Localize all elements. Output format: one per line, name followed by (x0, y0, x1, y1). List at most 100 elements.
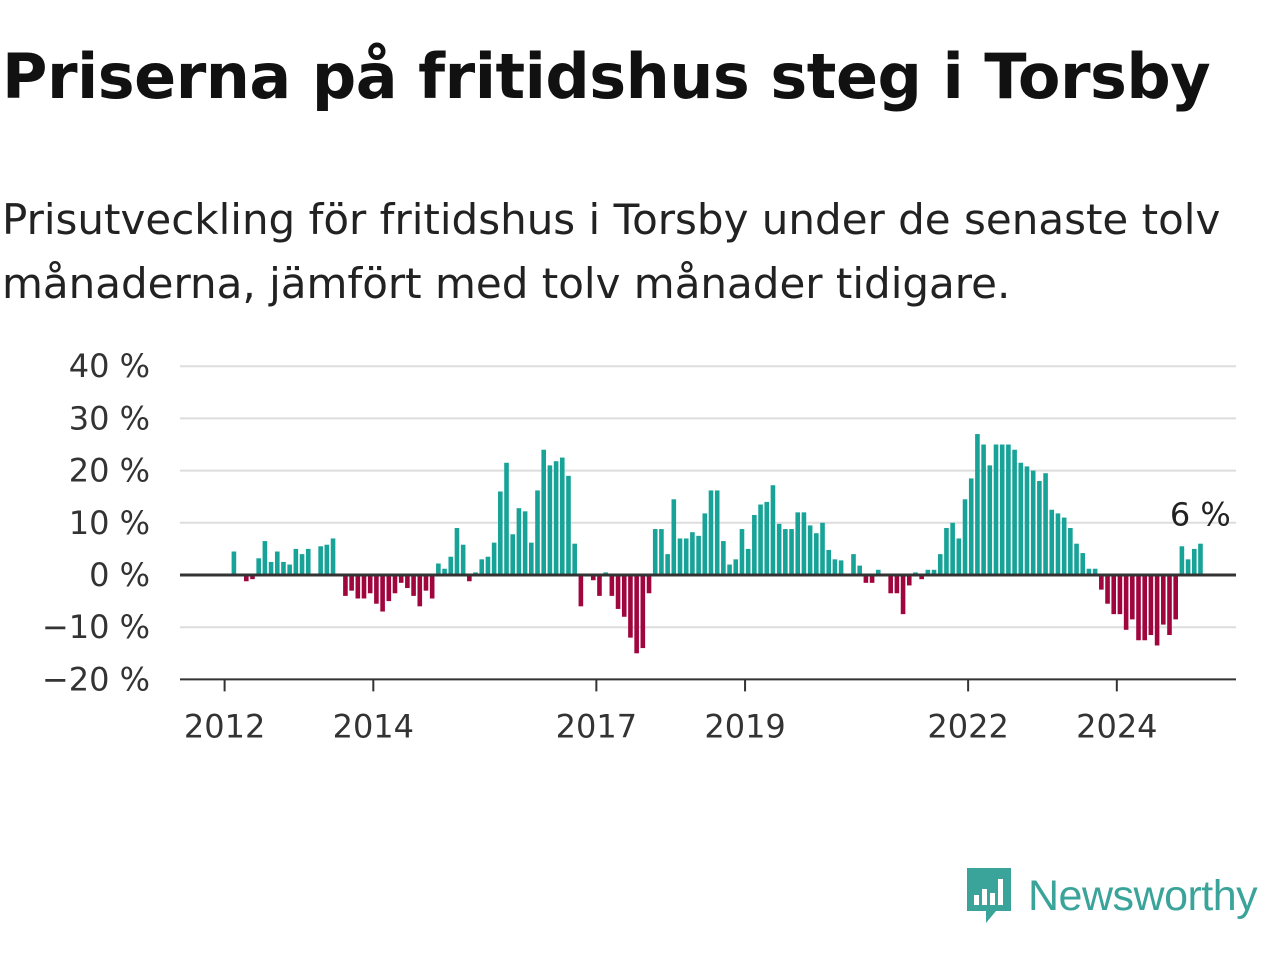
newsworthy-logo-text: Newsworthy (1028, 871, 1258, 920)
bar (343, 575, 348, 596)
bar (1161, 575, 1166, 625)
bar (832, 559, 838, 575)
bar (863, 575, 869, 583)
bar (875, 569, 881, 575)
bar (1086, 568, 1092, 575)
bar (993, 444, 999, 575)
bar (950, 522, 955, 575)
bar (559, 457, 565, 575)
y-tick-label: 0 % (89, 556, 150, 594)
axes (180, 573, 1236, 692)
bar (752, 514, 757, 575)
bar (274, 551, 280, 575)
bar (1130, 575, 1135, 620)
bar (1080, 553, 1086, 575)
bar (801, 512, 807, 575)
bar (906, 575, 912, 586)
bar (324, 544, 330, 575)
y-tick-label: 30 % (69, 399, 150, 437)
bar (1024, 466, 1030, 575)
y-tick-label: −10 % (42, 608, 150, 646)
newsworthy-logo-icon (967, 868, 1011, 923)
bar (937, 554, 943, 575)
bar (708, 490, 714, 575)
newsworthy-logo: Newsworthy (964, 864, 1258, 928)
bar (925, 569, 931, 575)
bar (783, 529, 788, 575)
bar (1012, 449, 1017, 575)
bar (851, 554, 856, 575)
bar (659, 529, 664, 575)
y-tick-label: 40 % (69, 347, 150, 385)
bar (374, 575, 379, 604)
bar (1185, 559, 1191, 575)
bar (380, 575, 385, 612)
bar (621, 575, 627, 617)
bar (652, 529, 658, 575)
bar (578, 575, 584, 607)
bar (869, 575, 875, 583)
bar (1092, 568, 1098, 575)
bar (510, 534, 516, 575)
bar (1117, 575, 1123, 615)
bar (789, 529, 794, 575)
y-tick-label: 20 % (69, 452, 150, 490)
bar (498, 491, 503, 575)
bar (1179, 546, 1185, 575)
bar (1061, 517, 1067, 575)
bar (1055, 513, 1061, 575)
bar (634, 575, 639, 654)
bar (504, 462, 509, 575)
x-tick-label: 2022 (927, 707, 1008, 740)
bar (448, 556, 454, 575)
bar (423, 575, 429, 591)
bar (838, 560, 844, 575)
bar (956, 538, 962, 575)
bar (820, 522, 825, 575)
bar (826, 549, 832, 575)
bar (857, 565, 862, 575)
bar (931, 569, 937, 575)
bar (1018, 462, 1024, 575)
bar (1191, 548, 1197, 575)
bar (597, 575, 602, 596)
bar (1111, 575, 1117, 615)
bar (1074, 543, 1079, 575)
bar (1154, 575, 1160, 646)
y-tick-label: −20 % (42, 660, 150, 698)
bar (287, 564, 292, 575)
bar (1148, 575, 1154, 636)
bar (330, 538, 336, 575)
bar (479, 559, 485, 575)
bar (293, 548, 299, 575)
bar (491, 542, 497, 575)
bar (795, 512, 801, 575)
bar (262, 541, 268, 575)
bar (683, 538, 689, 575)
bar (590, 575, 596, 581)
bar (690, 532, 695, 575)
bar (349, 575, 354, 591)
bar (987, 465, 993, 575)
bar (1006, 444, 1011, 575)
x-tick-label: 2017 (556, 707, 637, 740)
bar (1030, 470, 1036, 575)
x-tick-label: 2014 (333, 707, 414, 740)
bar (454, 528, 460, 575)
bar (770, 485, 776, 575)
bar (572, 543, 577, 575)
bar (628, 575, 633, 638)
bar (1049, 509, 1055, 575)
bar (968, 478, 974, 575)
bar (398, 575, 404, 583)
bar (417, 575, 423, 607)
bar-chart: −20 %−10 %0 %10 %20 %30 %40 % 2012 2014 20… (42, 347, 1236, 740)
bar (894, 575, 900, 594)
bar (485, 556, 491, 575)
bar (739, 529, 745, 575)
bar (1198, 543, 1203, 575)
bar (1068, 528, 1073, 575)
bar (1043, 473, 1048, 575)
bar (944, 528, 949, 575)
bar (900, 575, 906, 615)
